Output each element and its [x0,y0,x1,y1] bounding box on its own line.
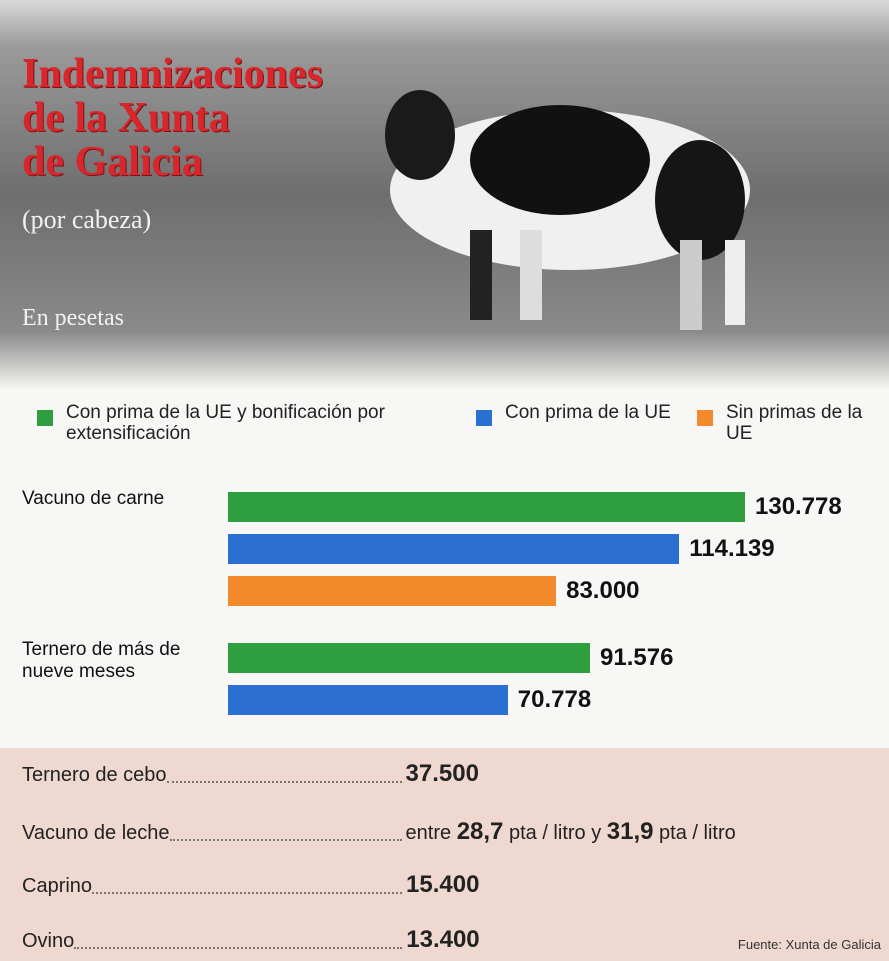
value-label: 70.778 [518,686,591,714]
value-text: entre [406,822,457,844]
table-row: Ovino 13.400 [22,926,480,954]
row-label: Ovino [22,930,74,953]
legend-label: Con prima de la UE y bonificación por ex… [66,402,466,444]
value-text: pta / litro [654,822,736,844]
legend-label: Con prima de la UE [505,402,675,423]
leader-dots [167,781,402,783]
value-label: 91.576 [600,644,673,672]
table-row: Ternero de cebo 37.500 [22,760,479,788]
row-value: 15.400 [402,871,479,899]
row-label: Ternero de cebo [22,764,167,787]
legend-swatch [37,410,53,426]
value-label: 114.139 [689,535,774,563]
value-number: 15.400 [406,871,479,898]
bar [228,492,745,522]
subtitle: (por cabeza) [22,205,151,235]
legend-swatch [697,410,713,426]
row-value: entre 28,7 pta / litro y 31,9 pta / litr… [402,818,736,846]
leader-dots [92,892,402,894]
bar [228,534,679,564]
category-label: Ternero de más de nueve meses [22,639,217,683]
row-value: 13.400 [402,926,479,954]
value-number: 28,7 [457,818,504,845]
bar [228,685,508,715]
bar [228,576,556,606]
title-line: Indemnizaciones [22,52,323,96]
title-line: de la Xunta [22,96,323,140]
legend-swatch [476,410,492,426]
source: Fuente: Xunta de Galicia [738,937,881,952]
bar [228,643,590,673]
table-row: Vacuno de leche entre 28,7 pta / litro y … [22,818,736,846]
value-text: pta / litro y [503,822,606,844]
category-label: Vacuno de carne [22,488,217,510]
leader-dots [74,947,402,949]
legend-label: Sin primas de la UE [726,402,876,444]
row-value: 37.500 [402,760,479,788]
infographic: Indemnizaciones de la Xunta de Galicia (… [0,0,889,961]
unit-label: En pesetas [22,305,124,332]
row-label: Caprino [22,875,92,898]
value-number: 13.400 [406,926,479,953]
row-label: Vacuno de leche [22,822,170,845]
chart-title: Indemnizaciones de la Xunta de Galicia [22,52,323,184]
value-number: 37.500 [406,760,479,787]
leader-dots [170,839,402,841]
value-label: 83.000 [566,577,639,605]
title-line: de Galicia [22,140,323,184]
table-row: Caprino 15.400 [22,871,479,899]
value-number: 31,9 [607,818,654,845]
value-label: 130.778 [755,493,842,521]
